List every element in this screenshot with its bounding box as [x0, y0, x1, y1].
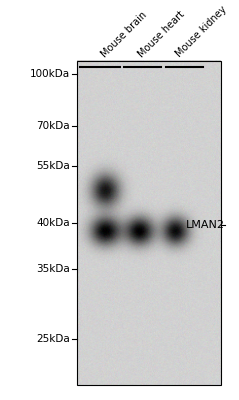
Text: 70kDa: 70kDa: [36, 120, 70, 130]
Text: Mouse brain: Mouse brain: [100, 10, 149, 59]
Text: 40kDa: 40kDa: [36, 218, 70, 228]
Text: 25kDa: 25kDa: [36, 334, 70, 344]
Text: 55kDa: 55kDa: [36, 161, 70, 171]
Text: Mouse kidney: Mouse kidney: [174, 4, 229, 59]
Text: 100kDa: 100kDa: [29, 69, 70, 79]
Text: 35kDa: 35kDa: [36, 264, 70, 274]
Text: LMAN2: LMAN2: [186, 220, 225, 230]
Text: Mouse heart: Mouse heart: [137, 9, 187, 59]
